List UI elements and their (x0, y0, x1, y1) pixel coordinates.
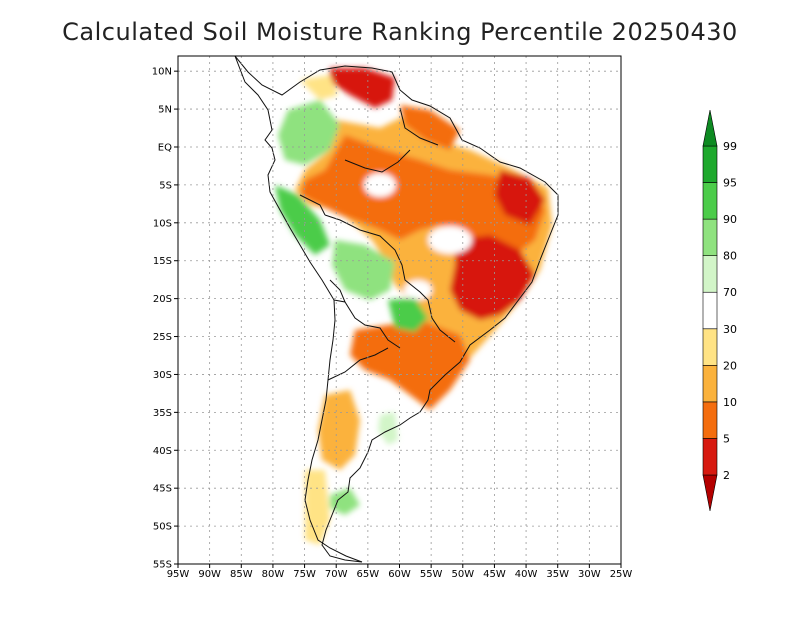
lon-tick-label: 90W (198, 569, 221, 580)
lat-tick-label: 10S (153, 218, 172, 229)
lat-tick-label: 25S (153, 332, 172, 343)
colorbar-bin (702, 328, 718, 366)
colorbar-label: 2 (723, 469, 730, 482)
longitude-axis: 95W 90W 85W 80W 75W 70W 65W 60W 55W 50W 45W 40W 35W 3… (167, 564, 633, 580)
colorbar-bins: 2 5 10 20 30 70 80 90 95 99 (702, 109, 737, 512)
normal-pocket-north (364, 173, 396, 197)
soil-moisture-field (275, 68, 552, 545)
very-dry-northeast (495, 170, 545, 225)
normal-pocket-central (428, 226, 472, 254)
colorbar-bin (702, 145, 718, 183)
lon-tick-label: 50W (451, 569, 474, 580)
lat-tick-label: 30S (153, 370, 172, 381)
wet-patagonia (330, 488, 360, 515)
lat-tick-label: 45S (153, 484, 172, 495)
yellow-venezuela-edge (300, 75, 338, 100)
lon-tick-label: 70W (325, 569, 348, 580)
colorbar-arrow-low (702, 474, 718, 512)
chart-title: Calculated Soil Moisture Ranking Percent… (62, 18, 738, 46)
colorbar-bin (702, 291, 718, 330)
colorbar-label: 5 (723, 432, 730, 445)
wet-colombia (278, 100, 340, 165)
colorbar-bin (702, 182, 718, 220)
colorbar-bin (702, 438, 718, 476)
lon-tick-label: 25W (610, 569, 633, 580)
country-border-andes (327, 279, 401, 381)
very-dry-east-brazil (450, 235, 535, 320)
country-border-brazil (299, 107, 456, 343)
dry-south-plata (350, 320, 470, 410)
lat-tick-label: 20S (153, 294, 172, 305)
colorbar-label: 20 (723, 359, 737, 372)
lon-tick-label: 95W (167, 569, 190, 580)
lon-tick-label: 55W (420, 569, 443, 580)
colorbar-label: 95 (723, 177, 737, 190)
lat-tick-label: 5N (158, 105, 172, 116)
wet-bolivia (332, 240, 395, 300)
colorbar-label: 70 (723, 286, 737, 299)
lon-tick-label: 60W (388, 569, 411, 580)
colorbar-label: 30 (723, 323, 737, 336)
dry-venezuela (330, 68, 395, 108)
lon-tick-label: 45W (483, 569, 506, 580)
south-america-coastline (234, 56, 559, 563)
lon-tick-label: 35W (546, 569, 569, 580)
lat-tick-label: 40S (153, 446, 172, 457)
wet-paraguay (388, 298, 428, 332)
colorbar-bin (702, 401, 718, 439)
colorbar-label: 90 (723, 213, 737, 226)
lon-tick-label: 80W (262, 569, 285, 580)
lat-tick-label: 10N (152, 67, 172, 78)
lon-tick-label: 30W (578, 569, 601, 580)
colorbar-bin (702, 218, 718, 256)
lon-tick-label: 65W (357, 569, 380, 580)
colorbar-bin (702, 365, 718, 403)
lat-tick-label: 55S (153, 560, 172, 571)
lat-tick-label: 15S (153, 256, 172, 267)
lon-tick-label: 40W (515, 569, 538, 580)
lat-tick-label: 35S (153, 408, 172, 419)
colorbar-label: 10 (723, 396, 737, 409)
wet-argentina-south (378, 412, 398, 445)
wet-ecuador-peru-coast (275, 185, 330, 255)
colorbar-label: 99 (723, 140, 737, 153)
lat-tick-label: 5S (159, 180, 172, 191)
latitude-axis: 10N 5N EQ 5S 10S 15S 20S 25S 30S 35S 40S 45S 50S 55S (152, 67, 178, 571)
lat-tick-label: 50S (153, 522, 172, 533)
dry-guianas (400, 105, 460, 150)
dry-region-amazon (300, 135, 545, 255)
colorbar-arrow-high (702, 109, 718, 147)
coastlines (234, 56, 559, 563)
lon-tick-label: 85W (230, 569, 253, 580)
colorbar-bin (702, 255, 718, 293)
colorbar-label: 80 (723, 250, 737, 263)
lon-tick-label: 75W (293, 569, 316, 580)
lat-tick-label: EQ (158, 142, 172, 153)
